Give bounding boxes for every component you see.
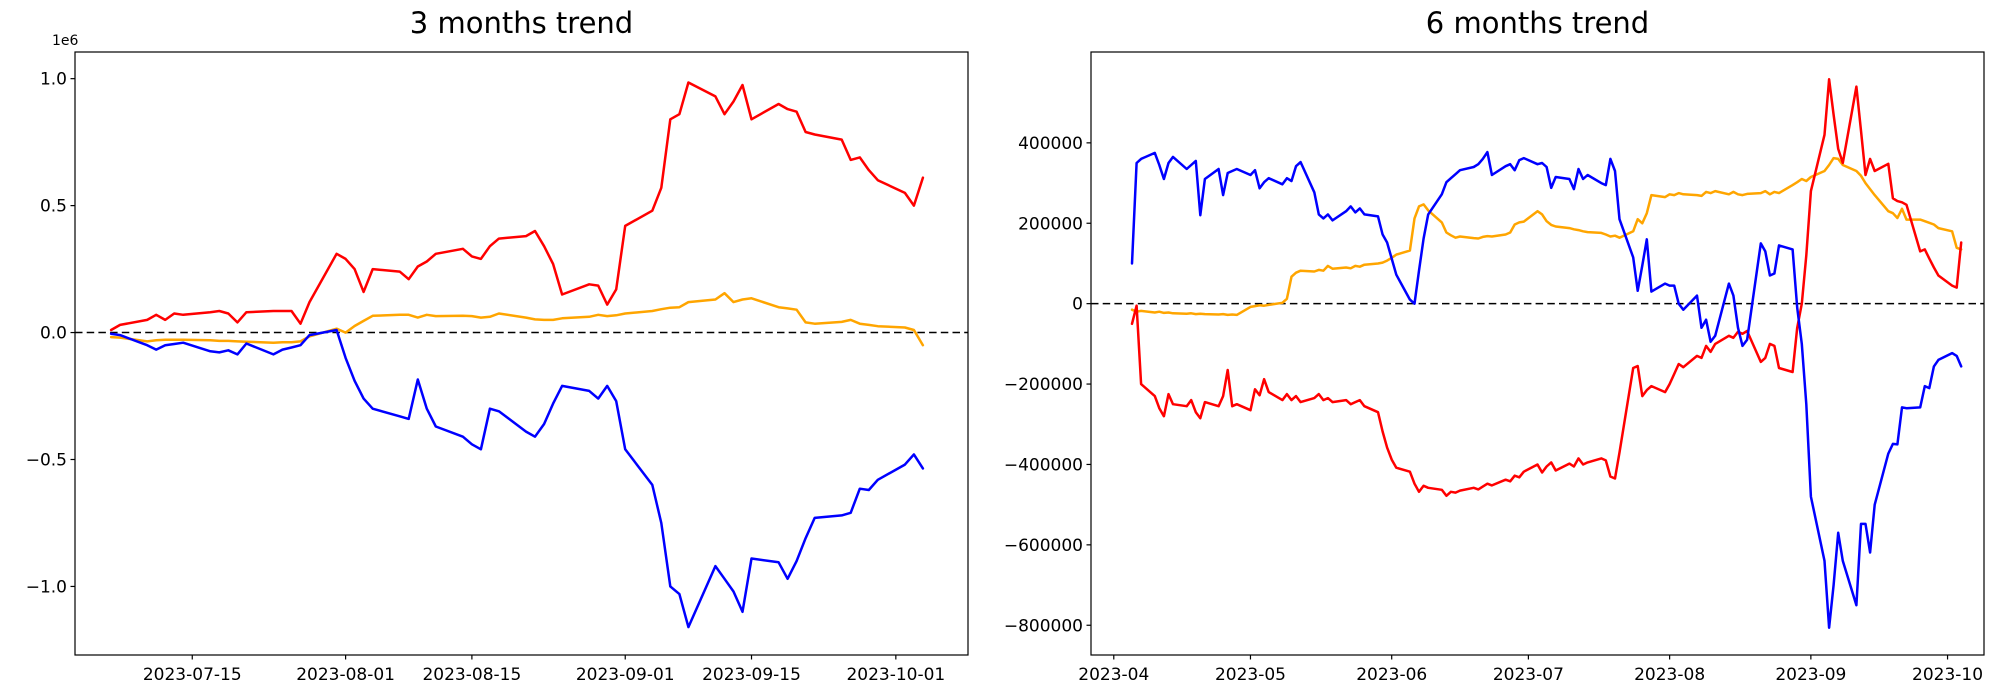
- y-tick-label: −800000: [1004, 616, 1083, 636]
- x-tick-label: 2023-09: [1775, 665, 1846, 685]
- x-tick-label: 2023-08-01: [296, 665, 395, 685]
- y-axis-offset-label: 1e6: [52, 33, 79, 49]
- x-tick-label: 2023-06: [1356, 665, 1427, 685]
- x-tick-label: 2023-04: [1078, 665, 1149, 685]
- y-tick-label: 0.5: [40, 197, 67, 217]
- chart-6-months-trend: 6 months trend 2023-04 2023-05 2023-06 2023…: [1000, 0, 2000, 700]
- x-tick-label: 2023-08: [1634, 665, 1705, 685]
- series-line-blue: [109, 328, 925, 629]
- y-tick-label: 400000: [1018, 134, 1083, 154]
- y-tick-label: 0: [1072, 295, 1083, 315]
- series-line-blue: [1130, 150, 1963, 629]
- plot-frame: [74, 51, 969, 656]
- y-tick-label: −1.0: [26, 577, 67, 597]
- y-tick-label: 200000: [1018, 214, 1083, 234]
- x-tick-label: 2023-07: [1493, 665, 1564, 685]
- x-tick-label: 2023-08-15: [422, 665, 521, 685]
- y-tick-label: −200000: [1004, 375, 1083, 395]
- plot-frame: [1090, 51, 1985, 656]
- x-tick-label: 2023-09-01: [576, 665, 675, 685]
- y-tick-label: −600000: [1004, 536, 1083, 556]
- x-tick-label: 2023-05: [1215, 665, 1286, 685]
- series-line-red: [109, 81, 925, 332]
- chart-title-3-months: 3 months trend: [409, 6, 634, 40]
- x-tick-label: 2023-10-01: [846, 665, 945, 685]
- y-tick-label: 0.0: [40, 324, 67, 344]
- series-line-orange: [1130, 156, 1963, 317]
- y-tick-label: −0.5: [26, 451, 67, 471]
- series-line-orange: [109, 291, 925, 347]
- chart-title-6-months: 6 months trend: [1425, 6, 1650, 40]
- chart-3-months-trend: 3 months trend 1e6 2023-07-15 2023-08-01 2…: [26, 6, 969, 685]
- y-tick-label: −400000: [1004, 455, 1083, 475]
- x-tick-label: 2023-09-15: [702, 665, 801, 685]
- plot-area-3-months: 2023-07-15 2023-08-01 2023-08-15 2023-09-01…: [26, 51, 969, 685]
- x-tick-label: 2023-10: [1912, 665, 1983, 685]
- x-tick-label: 2023-07-15: [143, 665, 242, 685]
- plot-area-6-months: 2023-04 2023-05 2023-06 2023-07 2023-08 2023-…: [1004, 51, 1985, 685]
- y-tick-label: 1.0: [40, 70, 67, 90]
- series-line-red: [1130, 78, 1963, 498]
